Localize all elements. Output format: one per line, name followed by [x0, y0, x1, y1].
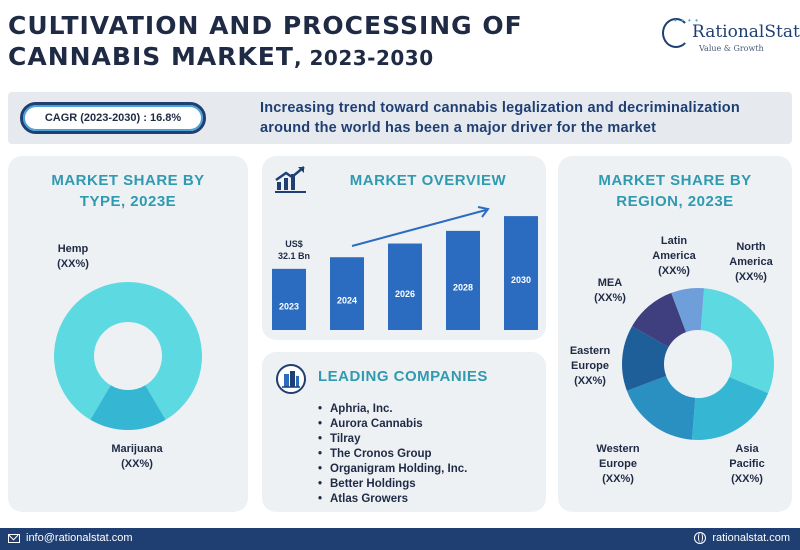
region-card-title-line-1: MARKET SHARE BY [598, 172, 752, 189]
western-europe-value: (XX%) [602, 473, 634, 485]
companies-card-title: LEADING COMPANIES [318, 368, 488, 385]
mail-icon [8, 533, 20, 543]
company-item: The Cronos Group [318, 447, 467, 462]
region-donut-chart [622, 288, 774, 440]
latin-america-line-1: Latin [660, 235, 688, 247]
trend-arrow-head [477, 206, 490, 218]
footer-website[interactable]: rationalstat.com [694, 532, 790, 544]
hemp-name: Hemp [57, 243, 89, 255]
asia-pacific-line-1: Asia [735, 443, 759, 455]
mea-value: (XX%) [594, 292, 626, 304]
type-donut-chart [53, 282, 202, 430]
mea-label: MEA (XX%) [588, 276, 632, 306]
type-card-title-line-1: MARKET SHARE BY [51, 172, 205, 189]
asia-pacific-label: Asia Pacific (XX%) [720, 442, 774, 487]
banner-text-line-2: around the world has been a major driver… [260, 120, 657, 136]
title-line-1: CULTIVATION AND PROCESSING OF [8, 11, 523, 40]
title-line-2: CANNABIS MARKET [8, 42, 294, 71]
companies-list: Aphria, Inc. Aurora Cannabis Tilray The … [318, 402, 467, 507]
market-overview-bar-chart: 2023 2024 2026 2028 2030 [272, 206, 538, 330]
marijuana-name: Marijuana [111, 443, 163, 455]
bar-label-2028: 2028 [453, 282, 473, 292]
type-card-title: MARKET SHARE BY TYPE, 2023E [8, 170, 248, 212]
bar-label-2023: 2023 [279, 301, 299, 311]
bar-label-2030: 2030 [511, 275, 531, 285]
building-icon [276, 364, 306, 394]
eastern-europe-line-1: Eastern [569, 345, 611, 357]
bar-2028 [446, 230, 480, 330]
region-slice-eastern-europe [622, 326, 669, 391]
banner-text-line-1: Increasing trend toward cannabis legaliz… [260, 100, 740, 116]
bar-2024 [330, 257, 364, 330]
region-slice-latin-america [671, 288, 705, 333]
region-share-card: MARKET SHARE BY REGION, 2023E Latin Amer… [558, 156, 792, 512]
company-item: Organigram Holding, Inc. [318, 462, 467, 477]
company-item: Aphria, Inc. [318, 402, 467, 417]
logo-tagline: Value & Growth [699, 44, 764, 53]
mea-line-1: MEA [597, 277, 623, 289]
latin-america-value: (XX%) [658, 265, 690, 277]
bar-label-2026: 2026 [395, 289, 415, 299]
email-text[interactable]: info@rationalstat.com [26, 532, 133, 544]
marijuana-value: (XX%) [121, 458, 153, 470]
asia-pacific-line-2: Pacific [729, 458, 765, 470]
region-card-title-line-2: REGION, 2023E [616, 193, 734, 210]
latin-america-line-2: America [652, 250, 696, 262]
region-card-title: MARKET SHARE BY REGION, 2023E [558, 170, 792, 212]
page-title: CULTIVATION AND PROCESSING OF CANNABIS M… [8, 10, 628, 75]
bar-label-2024: 2024 [337, 296, 357, 306]
title-years: , 2023-2030 [293, 46, 434, 70]
type-slice-marijuana [90, 385, 166, 430]
company-item: Atlas Growers [318, 492, 467, 507]
western-europe-label: Western Europe (XX%) [588, 442, 648, 487]
north-america-line-2: America [729, 256, 773, 268]
summary-banner: CAGR (2023-2030) : 16.8% Increasing tren… [8, 92, 792, 144]
footer-email[interactable]: info@rationalstat.com [8, 532, 133, 544]
company-item: Aurora Cannabis [318, 417, 467, 432]
region-slice-asia-pacific [691, 377, 769, 440]
type-slice-hemp [53, 282, 202, 420]
latin-america-label: Latin America (XX%) [646, 234, 702, 279]
banner-text: Increasing trend toward cannabis legaliz… [260, 98, 780, 138]
website-text[interactable]: rationalstat.com [712, 532, 790, 544]
hemp-label: Hemp (XX%) [48, 242, 98, 272]
bar-2026 [388, 243, 422, 330]
footer-bar: info@rationalstat.com rationalstat.com [0, 528, 800, 550]
bar-value-annotation: US$ 32.1 Bn [272, 238, 316, 262]
region-slice-north-america [700, 288, 774, 394]
eastern-europe-value: (XX%) [574, 375, 606, 387]
growth-chart-icon [275, 166, 306, 193]
north-america-line-1: North [736, 241, 766, 253]
region-slice-mea [632, 292, 687, 348]
cagr-badge: CAGR (2023-2030) : 16.8% [20, 102, 206, 134]
type-card-title-line-2: TYPE, 2023E [79, 193, 177, 210]
western-europe-line-2: Europe [599, 458, 637, 470]
region-slice-western-europe [626, 375, 696, 440]
bar-2030 [504, 216, 538, 330]
logo-name: RationalStat [692, 22, 800, 42]
logo-dots-icon: • • • • [674, 16, 699, 25]
marijuana-label: Marijuana (XX%) [102, 442, 172, 472]
eastern-europe-line-2: Europe [571, 360, 609, 372]
annotation-line-2: 32.1 Bn [277, 251, 310, 261]
north-america-value: (XX%) [735, 271, 767, 283]
type-share-card: MARKET SHARE BY TYPE, 2023E Hemp (XX%) M… [8, 156, 248, 512]
company-item: Tilray [318, 432, 467, 447]
trend-arrow-line [351, 209, 487, 247]
market-overview-card: MARKET OVERVIEW 2023 2024 2026 2028 2030 US$… [262, 156, 546, 340]
western-europe-line-1: Western [596, 443, 640, 455]
north-america-label: North America (XX%) [720, 240, 782, 285]
eastern-europe-label: Eastern Europe (XX%) [562, 344, 618, 389]
globe-icon [694, 532, 707, 544]
asia-pacific-value: (XX%) [731, 473, 763, 485]
company-item: Better Holdings [318, 477, 467, 492]
bar-2023 [272, 268, 306, 330]
overview-card-title: MARKET OVERVIEW [349, 172, 507, 189]
hemp-value: (XX%) [57, 258, 89, 270]
logo-circle-icon [662, 18, 690, 48]
annotation-line-1: US$ [285, 239, 303, 249]
rationalstat-logo: • • • • RationalStat Value & Growth [662, 16, 800, 60]
